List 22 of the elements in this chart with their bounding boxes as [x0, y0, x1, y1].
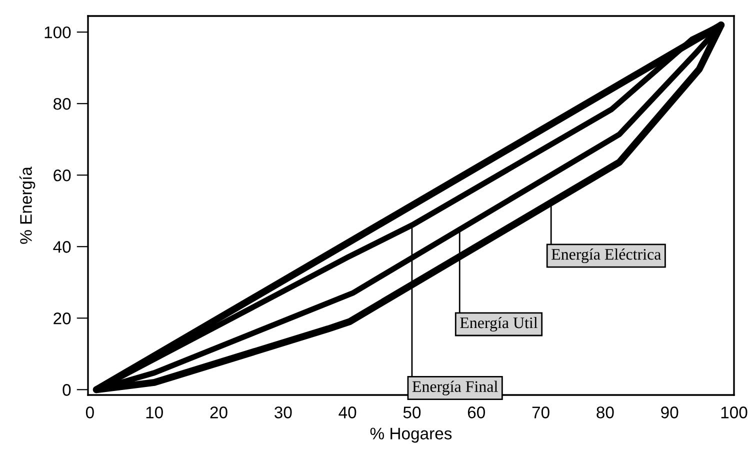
y-tick-label: 20	[54, 312, 71, 324]
x-tick-label: 60	[468, 406, 485, 418]
x-tick-label: 30	[274, 406, 292, 418]
annotation: Energía Util	[460, 316, 538, 332]
y-tick-label: 40	[53, 241, 71, 253]
y-tick-label: 60	[54, 170, 71, 182]
y-axis-title: % Energía	[19, 166, 36, 244]
y-tick-label: 100	[44, 26, 71, 38]
x-tick-label: 10	[146, 406, 163, 418]
x-tick-label: 40	[338, 406, 356, 418]
x-tick-label: 0	[86, 406, 94, 418]
x-tick-label: 80	[596, 406, 614, 418]
x-tick-label: 50	[403, 406, 421, 418]
y-tick-label: 80	[54, 98, 71, 110]
x-axis-title: % Hogares	[370, 428, 452, 443]
x-tick-label: 20	[210, 406, 228, 418]
annotation: Energía Final	[412, 380, 498, 396]
x-tick-label: 90	[661, 406, 678, 418]
annotation: Energía Eléctrica	[552, 248, 661, 264]
x-tick-label: 100	[721, 406, 748, 418]
x-tick-label: 70	[532, 406, 550, 418]
y-tick-label: 0	[62, 384, 71, 396]
